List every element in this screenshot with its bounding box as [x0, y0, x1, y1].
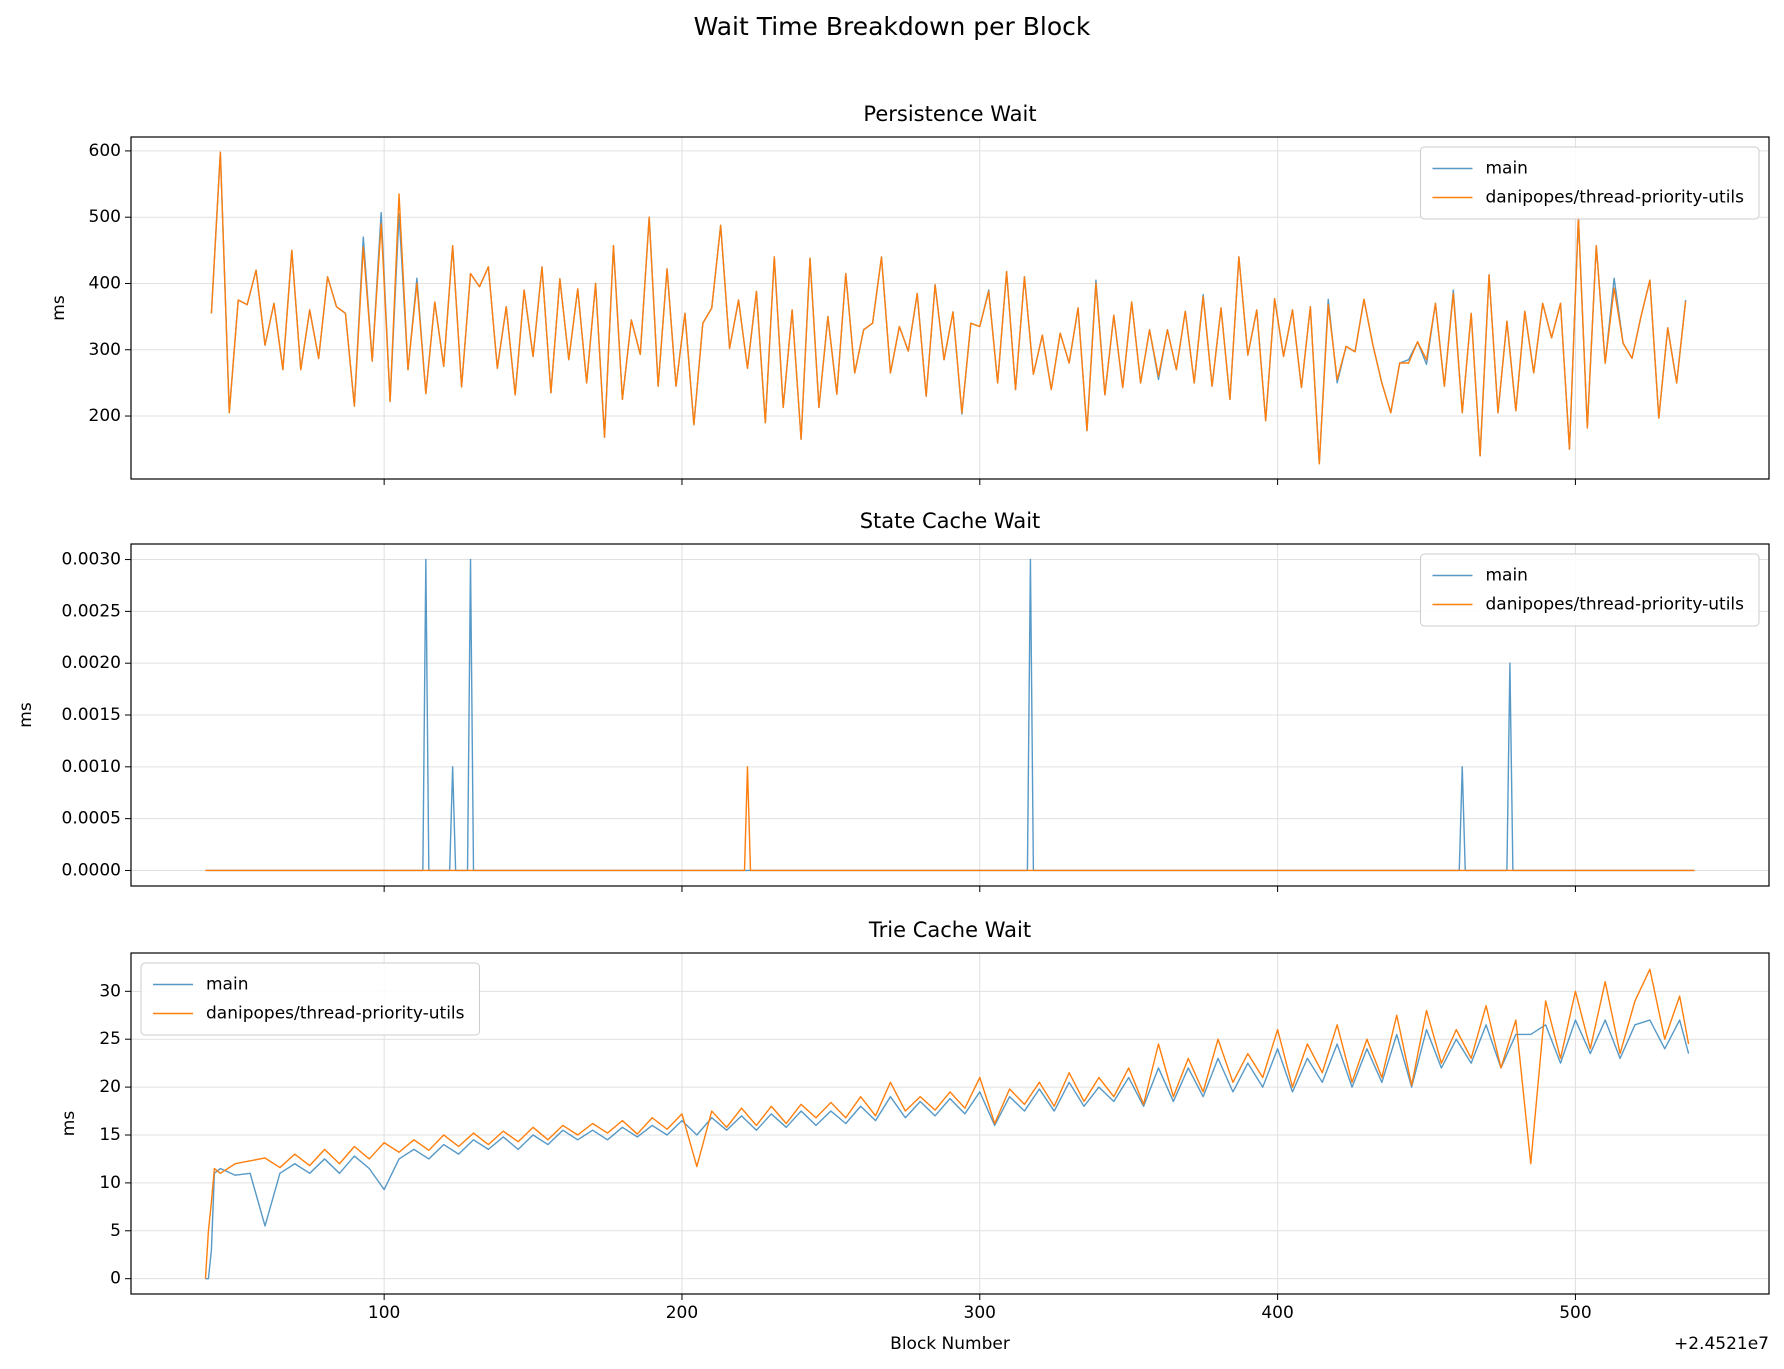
subplot: State Cache Wait 0.0000 0.0005 0.0010 0.0015… [16, 509, 1770, 892]
legend: main danipopes/thread-priority-utils [140, 962, 481, 1036]
y-tick-label: 20 [99, 1077, 121, 1097]
x-tick-label: 100 [368, 1303, 400, 1323]
y-tick-label: 0.0015 [62, 705, 121, 725]
legend-label: danipopes/thread-priority-utils [206, 1004, 465, 1024]
legend-label: danipopes/thread-priority-utils [1485, 595, 1744, 615]
y-tick-label: 0.0020 [62, 653, 121, 673]
legend-label: main [1485, 159, 1527, 179]
series-line [205, 766, 1695, 872]
y-tick-label: 10 [99, 1173, 121, 1193]
x-tick-label: 200 [666, 1303, 698, 1323]
legend: main danipopes/thread-priority-utils [1419, 146, 1760, 220]
x-offset-label: +2.4521e7 [1674, 1334, 1769, 1354]
plot-area [210, 151, 1687, 465]
plot-area [204, 968, 1690, 1280]
figure-title: Wait Time Breakdown per Block [694, 12, 1091, 41]
subplot: Trie Cache Wait 100 200 300 400 500 0 5 10 15 20 25… [59, 918, 1770, 1354]
x-tick-label: 500 [1559, 1303, 1591, 1323]
y-tick-label: 15 [99, 1125, 121, 1145]
y-tick-label: 30 [99, 981, 121, 1001]
y-tick-label: 0.0000 [62, 860, 121, 880]
y-tick-label: 300 [89, 340, 121, 360]
subplot: Persistence Wait 200 300 400 500 600 ms main dan… [49, 102, 1770, 485]
y-tick-label: 500 [89, 207, 121, 227]
y-tick-label: 25 [99, 1029, 121, 1049]
y-tick-label: 0.0030 [62, 550, 121, 570]
x-tick-label: 400 [1261, 1303, 1293, 1323]
y-tick-label: 200 [89, 406, 121, 426]
series-line [204, 968, 1690, 1279]
subplot-title: Trie Cache Wait [868, 918, 1031, 942]
subplot-title: State Cache Wait [860, 509, 1041, 533]
series-line [205, 1019, 1690, 1280]
legend-box [1419, 146, 1760, 220]
y-tick-label: 0.0025 [62, 601, 121, 621]
legend-label: main [206, 975, 248, 995]
y-tick-label: 0.0005 [62, 809, 121, 829]
y-tick-label: 5 [110, 1221, 121, 1241]
legend-label: danipopes/thread-priority-utils [1485, 188, 1744, 208]
y-axis-label: ms [49, 295, 69, 321]
y-tick-label: 600 [89, 141, 121, 161]
subplot-title: Persistence Wait [863, 102, 1036, 126]
y-tick-label: 0 [110, 1269, 121, 1289]
axes-frame [130, 136, 1770, 480]
legend-box [140, 962, 481, 1036]
plot-area [205, 558, 1695, 872]
y-axis-label: ms [16, 702, 36, 728]
axes-frame [130, 543, 1770, 887]
y-tick-label: 400 [89, 273, 121, 293]
axes-frame [130, 952, 1770, 1295]
legend-label: main [1485, 566, 1527, 586]
legend-box [1419, 553, 1760, 627]
x-axis-label: Block Number [890, 1334, 1010, 1354]
legend: main danipopes/thread-priority-utils [1419, 553, 1760, 627]
x-tick-label: 300 [964, 1303, 996, 1323]
y-tick-label: 0.0010 [62, 757, 121, 777]
y-axis-label: ms [59, 1111, 79, 1137]
series-line [210, 151, 1687, 465]
